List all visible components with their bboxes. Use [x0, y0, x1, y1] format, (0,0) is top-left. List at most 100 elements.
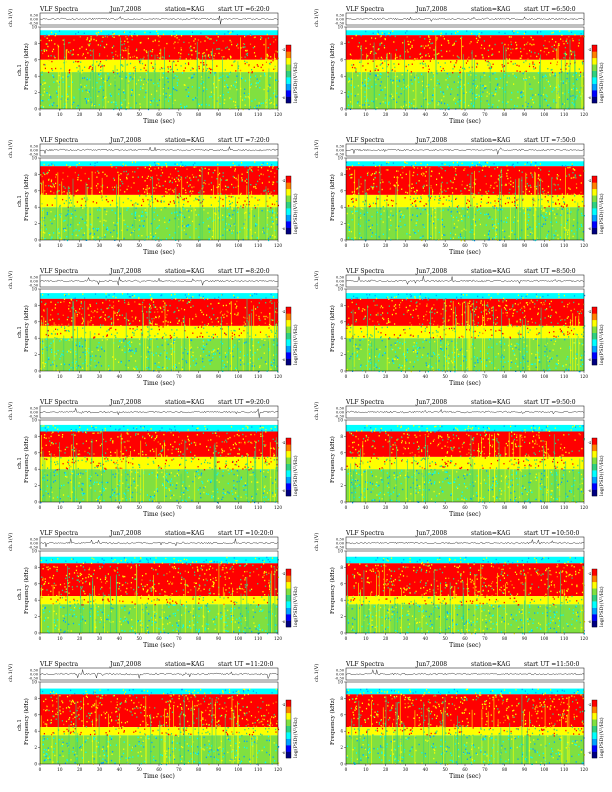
- spectrogram-speckle: [355, 34, 357, 37]
- spectrogram-speckle: [534, 77, 536, 80]
- spectrogram-speckle: [447, 86, 449, 89]
- spectrogram-speckle: [202, 297, 205, 299]
- spectrogram-speckle: [202, 90, 204, 92]
- spectrogram-speckle: [190, 346, 192, 348]
- spectrogram-speckle: [407, 51, 409, 53]
- spectrogram-speckle: [275, 50, 277, 52]
- spectrogram-speckle: [481, 194, 483, 197]
- spectrogram-speckle: [251, 295, 253, 297]
- spectrogram-speckle: [125, 77, 127, 79]
- timeseries-tick-label: 0.30: [30, 276, 39, 280]
- spectrogram-speckle: [254, 36, 256, 38]
- spectrogram-speckle: [237, 232, 239, 234]
- spectrogram-speckle: [222, 175, 224, 178]
- spectrogram-speckle: [394, 35, 396, 38]
- spectrogram-speckle: [389, 34, 391, 37]
- spectrogram-speckle: [244, 62, 246, 65]
- spectrogram-speckle: [416, 189, 418, 192]
- spectrogram-speckle: [163, 200, 165, 203]
- spectrogram-speckle: [139, 303, 141, 306]
- spectrogram-speckle: [522, 78, 524, 80]
- spectrogram-speckle: [153, 218, 155, 220]
- spectrogram-speckle: [68, 187, 70, 189]
- spectrogram-speckle: [206, 68, 208, 70]
- spectrogram-speckle: [192, 351, 194, 354]
- colorbar-tick-label: -4: [588, 179, 591, 183]
- spectrogram-speckle: [256, 78, 258, 80]
- spectrogram-speckle: [122, 182, 124, 185]
- spectrogram-speckle: [240, 364, 242, 366]
- green-band: [346, 72, 584, 109]
- spectrogram-speckle: [494, 205, 496, 207]
- spectrogram-speckle: [492, 95, 494, 97]
- spectrogram-speckle: [81, 72, 83, 74]
- colorbar-segment: [286, 214, 291, 222]
- spectrogram-speckle: [394, 184, 396, 186]
- spectrogram-speckle: [375, 165, 377, 167]
- spectrogram-speckle: [491, 92, 493, 94]
- spectrogram-speckle: [391, 97, 393, 99]
- spectrogram-speckle: [48, 185, 50, 187]
- spectrogram-speckle: [52, 104, 54, 107]
- spectrogram-speckle: [122, 91, 125, 93]
- spectrogram-speckle: [72, 49, 74, 51]
- spectrogram-speckle: [160, 169, 162, 171]
- spectrogram-speckle: [486, 100, 488, 102]
- spectrogram-speckle: [154, 335, 156, 337]
- spectrogram-speckle: [218, 79, 220, 81]
- spectrogram-speckle: [560, 205, 562, 208]
- spectrogram-speckle: [365, 200, 367, 202]
- spectrogram-speckle: [347, 223, 349, 226]
- x-tick-label: 90: [216, 112, 222, 117]
- spectrogram-speckle: [121, 78, 123, 80]
- spectrogram-speckle: [158, 225, 160, 227]
- spectrogram-speckle: [369, 43, 371, 45]
- spectrogram-speckle: [171, 329, 173, 331]
- spectrogram-speckle: [222, 360, 224, 362]
- spectrogram-speckle: [133, 367, 135, 369]
- spectrogram-speckle: [69, 165, 71, 168]
- spectrogram-speckle: [265, 61, 267, 63]
- spectrogram-speckle: [191, 339, 193, 342]
- spectrogram-speckle: [124, 191, 126, 193]
- spectrogram-speckle: [157, 366, 159, 368]
- spectrogram-speckle: [517, 220, 519, 222]
- spectrogram-speckle: [377, 30, 379, 32]
- spectrogram-speckle: [542, 93, 544, 96]
- spectrogram-speckle: [246, 182, 248, 184]
- spectrogram-speckle: [370, 185, 372, 188]
- spectrogram-speckle: [544, 40, 546, 42]
- spectrogram-speckle: [114, 312, 116, 314]
- spectrogram-speckle: [115, 336, 117, 339]
- spectrogram-speckle: [411, 46, 413, 48]
- x-tick-label: 30: [97, 243, 103, 248]
- spectrogram-speckle: [177, 60, 179, 62]
- spectrogram-speckle: [541, 215, 544, 217]
- spectrogram-speckle: [254, 186, 256, 188]
- spectrogram-speckle: [41, 203, 43, 205]
- spectrogram-speckle: [150, 93, 153, 96]
- spectrogram-speckle: [512, 193, 514, 195]
- spectrogram-speckle: [480, 201, 482, 203]
- spectrogram-speckle: [226, 179, 228, 181]
- spectrogram-speckle: [105, 299, 107, 301]
- spectrogram-speckle: [495, 226, 498, 229]
- spectrogram-speckle: [114, 358, 117, 360]
- spectrogram-speckle: [66, 93, 68, 95]
- spectrogram-speckle: [367, 62, 369, 65]
- spectrogram-speckle: [504, 202, 507, 205]
- spectrogram-speckle: [130, 76, 132, 78]
- spectrogram-speckle: [182, 214, 184, 217]
- spectrogram-speckle: [486, 91, 488, 93]
- spectrogram-speckle: [44, 224, 46, 227]
- spectrogram-speckle: [269, 76, 271, 79]
- spectrogram-speckle: [506, 172, 508, 175]
- spectrogram-speckle: [187, 95, 189, 97]
- spectrogram-speckle: [478, 161, 480, 164]
- spectrogram-speckle: [88, 91, 90, 93]
- spectrogram-speckle: [75, 361, 77, 363]
- spectrogram-speckle: [139, 76, 141, 78]
- colorbar: [285, 175, 292, 235]
- spectrogram-speckle: [227, 31, 229, 33]
